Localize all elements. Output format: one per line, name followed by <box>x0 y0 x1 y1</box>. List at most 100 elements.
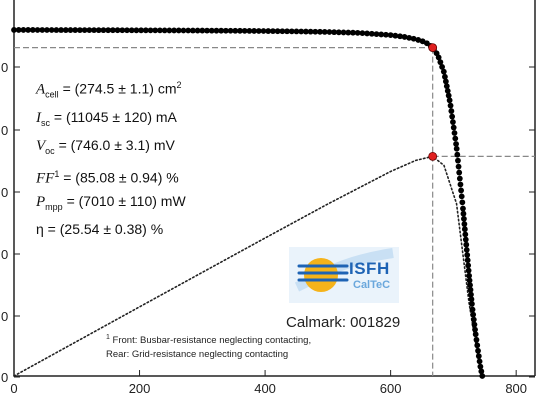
y-tick-label: 0 <box>1 60 8 75</box>
iv-data-point <box>77 27 83 33</box>
param-area: Acell = (274.5 ± 1.1) cm2 <box>36 74 186 106</box>
footnote-line-1: 1 Front: Busbar-resistance neglecting co… <box>106 331 311 348</box>
iv-data-point <box>454 151 461 158</box>
iv-data-point <box>406 34 413 41</box>
param-area-symbol: A <box>36 81 46 98</box>
iv-data-point <box>440 68 447 75</box>
iv-data-point <box>455 163 462 170</box>
param-area-sup: 2 <box>176 80 182 90</box>
iv-data-point <box>166 27 173 34</box>
footnote: 1 Front: Busbar-resistance neglecting co… <box>106 331 311 362</box>
iv-data-point <box>288 28 295 35</box>
iv-data-point <box>453 145 460 152</box>
iv-data-point <box>157 27 163 34</box>
iv-data-point <box>451 130 458 136</box>
footnote-sup: 1 <box>106 334 110 341</box>
iv-data-point <box>152 27 159 34</box>
iv-data-point <box>463 241 470 248</box>
isfh-logo-emblem <box>289 247 399 303</box>
iv-data-point <box>86 27 93 34</box>
param-ff-value: = (85.08 ± 0.94) % <box>59 169 179 186</box>
iv-data-point <box>255 28 262 34</box>
iv-data-point <box>464 257 471 264</box>
iv-data-point <box>461 226 468 233</box>
mpp-markers <box>428 43 438 161</box>
param-isc: Isc = (11045 ± 120) mA <box>36 106 186 134</box>
iv-data-point <box>335 29 342 36</box>
iv-data-point <box>298 28 305 35</box>
mpp-guide-lines <box>14 47 535 376</box>
iv-data-point <box>190 27 196 34</box>
iv-data-point <box>34 27 41 33</box>
iv-data-point <box>175 27 182 34</box>
param-area-sub: cell <box>45 89 59 100</box>
iv-data-point <box>383 31 389 38</box>
iv-data-point <box>364 30 370 37</box>
iv-data-point <box>331 29 338 36</box>
iv-data-point <box>350 29 356 36</box>
iv-data-point <box>39 27 46 33</box>
iv-data-point <box>442 78 449 85</box>
iv-data-point <box>29 27 36 33</box>
iv-data-point <box>468 291 474 298</box>
x-tick-label: 800 <box>505 381 527 396</box>
iv-data-point <box>444 87 451 94</box>
iv-data-point <box>232 27 239 34</box>
iv-data-point <box>468 296 475 303</box>
iv-data-point <box>265 28 272 34</box>
iv-data-point <box>227 27 234 34</box>
iv-data-point <box>20 27 27 33</box>
iv-data-point <box>138 27 145 34</box>
param-voc: Voc = (746.0 ± 3.1) mV <box>36 134 186 162</box>
iv-data-point <box>147 27 154 34</box>
iv-data-point <box>270 28 276 35</box>
iv-data-point <box>218 27 225 34</box>
param-ff: FF1 = (85.08 ± 0.94) % <box>36 163 186 190</box>
iv-data-point <box>471 321 478 328</box>
param-voc-value: = (746.0 ± 3.1) mV <box>54 137 175 154</box>
iv-data-point <box>326 29 333 35</box>
iv-data-point <box>91 27 97 34</box>
param-pmpp-sub: mpp <box>45 201 63 212</box>
iv-data-point <box>460 210 467 217</box>
iv-data-point <box>477 363 484 370</box>
iv-data-point <box>109 27 116 34</box>
param-ff-sup: 1 <box>54 168 60 179</box>
iv-data-point <box>58 27 64 33</box>
iv-data-point <box>246 27 253 34</box>
iv-data-point <box>442 73 448 80</box>
iv-data-point <box>479 373 486 379</box>
iv-data-point <box>105 27 112 34</box>
iv-data-point <box>470 311 477 318</box>
iv-data-point <box>439 64 445 70</box>
iv-data-point <box>222 27 229 34</box>
iv-data-point <box>452 135 459 142</box>
iv-data-point <box>81 27 88 33</box>
iv-data-point <box>15 27 22 33</box>
iv-data-point <box>469 306 476 313</box>
iv-data-point <box>359 30 366 37</box>
iv-data-point <box>53 27 60 33</box>
footnote-line-1-text: Front: Busbar-resistance neglecting cont… <box>109 335 312 347</box>
param-isc-value: = (11045 ± 120) mA <box>50 108 177 125</box>
iv-data-point <box>48 27 55 33</box>
isfh-logo-text: ISFH <box>349 259 390 278</box>
iv-data-point <box>457 181 464 188</box>
iv-data-point <box>208 27 215 34</box>
iv-data-point <box>194 27 201 34</box>
iv-data-point <box>340 29 347 36</box>
mpp-current-marker <box>428 43 438 53</box>
iv-data-point <box>199 27 206 34</box>
iv-data-point <box>453 141 459 147</box>
iv-data-point <box>312 28 319 35</box>
iv-data-point <box>180 27 187 34</box>
iv-data-point <box>317 28 323 35</box>
iv-data-point <box>387 32 394 38</box>
iv-data-point <box>462 231 469 238</box>
iv-data-point <box>465 262 472 269</box>
footnote-line-2: Rear: Grid-resistance neglecting contact… <box>106 349 289 361</box>
iv-data-point <box>461 215 467 222</box>
iv-data-point <box>72 27 79 33</box>
iv-data-point <box>397 33 403 40</box>
iv-data-point <box>410 35 417 42</box>
